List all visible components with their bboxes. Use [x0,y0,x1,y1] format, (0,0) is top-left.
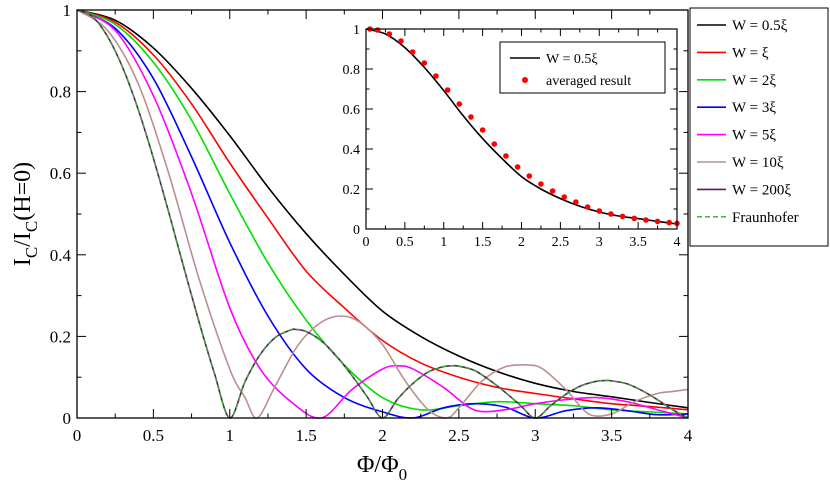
main-ticks-group: 0 0.5 1 1.5 2 2.5 3 3.5 4 0 0.2 0.4 0.6 0.8 1 [50,1,693,445]
inset-series-averaged-result-point [666,219,673,226]
main-series-w-5xi [76,9,689,419]
legend-label-w-10xi: W = 10ξ [732,155,784,171]
inset-series-averaged-result-point [491,141,498,147]
main-y-tick-label: 0.8 [50,83,71,102]
main-x-tick-label: 4 [684,426,693,445]
y-axis-label-part-3: /I [10,232,36,247]
inset-x-tick-label: 3 [596,235,603,250]
inset-x-tick-label: 2 [518,235,525,250]
legend-label-w-xi: W = ξ [732,45,769,61]
inset-x-tick-label: 1 [440,235,447,250]
inset-series-averaged-result [367,26,680,227]
inset-series-averaged-result-point [549,188,556,194]
main-series-w-0-5xi [76,9,689,409]
legend-label-w-3xi: W = 3ξ [732,100,776,116]
y-axis-label-part-2: C [22,247,41,258]
inset-legend: W = 0.5ξ averaged result [499,41,666,94]
legend-label-w-0-5xi: W = 0.5ξ [732,18,788,34]
inset-x-tick-label: 0 [363,235,370,250]
inset-legend-box [499,41,666,94]
main-legend-box [689,7,829,247]
main-y-tick-label: 1 [63,1,72,20]
inset-series-averaged-result-point [538,181,544,187]
inset-plot: 0 0.5 1 1.5 2 2.5 3 3.5 4 0 0.2 0.4 0.6 0.8 1 W = 0.5ξ… [343,23,681,250]
inset-series-averaged-result-point [468,114,474,120]
inset-series-averaged-result-point [631,215,638,222]
legend-label-w-200xi: W = 200ξ [732,182,791,198]
x-axis-label-sub: 0 [399,465,408,484]
inset-series-averaged-result-point [386,31,393,37]
legend-label-fraunhofer: Fraunhofer [732,210,799,226]
inset-series-averaged-result-point [573,199,579,205]
inset-x-tick-label: 1.5 [474,235,492,250]
inset-series-averaged-result-point [409,49,416,55]
inset-series-averaged-result-point [584,204,591,210]
main-x-tick-label: 2.5 [448,426,469,445]
main-x-tick-label: 0.5 [143,426,164,445]
inset-y-tick-label: 1 [353,23,360,38]
legend-label-w-2xi: W = 2ξ [732,73,776,89]
y-axis-label-part-1: I [10,258,36,266]
main-y-tick-label: 0 [63,409,72,428]
main-series-fraunhofer [76,9,689,419]
inset-x-tick-label: 0.5 [396,235,414,250]
inset-series-averaged-result-point [561,194,568,200]
inset-series-averaged-result-point [444,87,451,93]
inset-series-averaged-result-point [643,217,649,223]
inset-series-averaged-result-point [433,73,439,79]
main-x-tick-label: 1.5 [296,426,317,445]
main-x-tick-label: 0 [73,426,82,445]
inset-series-averaged-result-point [456,101,463,107]
x-axis-label: Φ/Φ0 [357,452,407,484]
main-y-tick-label: 0.6 [50,164,71,183]
main-series-group [76,9,689,419]
inset-legend-label-averaged: averaged result [546,74,631,89]
main-x-tick-label: 2 [378,426,387,445]
main-legend: W = 0.5ξ W = ξ W = 2ξ W = 3ξ W = 5ξ W = 10ξ W … [689,7,829,247]
main-x-tick-label: 3 [531,426,540,445]
main-series-w-xi [76,9,689,411]
inset-legend-point-swatch [522,77,528,83]
inset-y-tick-label: 0.4 [343,143,361,158]
inset-y-tick-label: 0.8 [343,63,361,78]
inset-y-tick-label: 0 [353,223,360,238]
main-legend-items: W = 0.5ξ W = ξ W = 2ξ W = 3ξ W = 5ξ W = 10ξ W … [697,18,799,226]
inset-series-averaged-result-point [596,208,603,214]
main-y-tick-label: 0.4 [50,246,72,265]
inset-ticks-group: 0 0.5 1 1.5 2 2.5 3 3.5 4 0 0.2 0.4 0.6 0.8 1 [343,23,681,250]
inset-series-averaged-result-point [654,218,661,225]
inset-series-averaged-result-point [526,173,533,179]
inset-y-tick-label: 0.2 [343,183,361,198]
inset-legend-label-model: W = 0.5ξ [546,52,598,67]
inset-y-tick-label: 0.6 [343,103,361,118]
inset-series-averaged-result-point [421,60,428,66]
inset-x-tick-label: 2.5 [552,235,570,250]
inset-series-averaged-result-point [619,213,626,220]
inset-series-averaged-result-point [514,164,521,170]
x-axis-label-main: Φ/Φ [357,452,399,478]
y-axis-label-part-5: (H=0) [10,162,36,221]
inset-series-group [365,26,680,227]
inset-series-averaged-result-point [398,38,404,44]
y-axis-label-part-4: C [22,221,41,232]
y-axis-label: IC/IC(H=0) [10,162,41,266]
inset-series-averaged-result-point [503,153,509,159]
inset-x-tick-label: 3.5 [629,235,647,250]
inset-series-averaged-result-point [374,27,381,33]
inset-x-tick-label: 4 [674,235,681,250]
main-x-tick-label: 1 [226,426,235,445]
inset-series-averaged-result-point [608,211,614,217]
inset-series-averaged-result-point [479,127,486,133]
main-x-tick-label: 3.5 [601,426,622,445]
main-series-w-10xi [76,9,689,419]
main-y-tick-label: 0.2 [50,327,71,346]
legend-label-w-5xi: W = 5ξ [732,128,776,144]
